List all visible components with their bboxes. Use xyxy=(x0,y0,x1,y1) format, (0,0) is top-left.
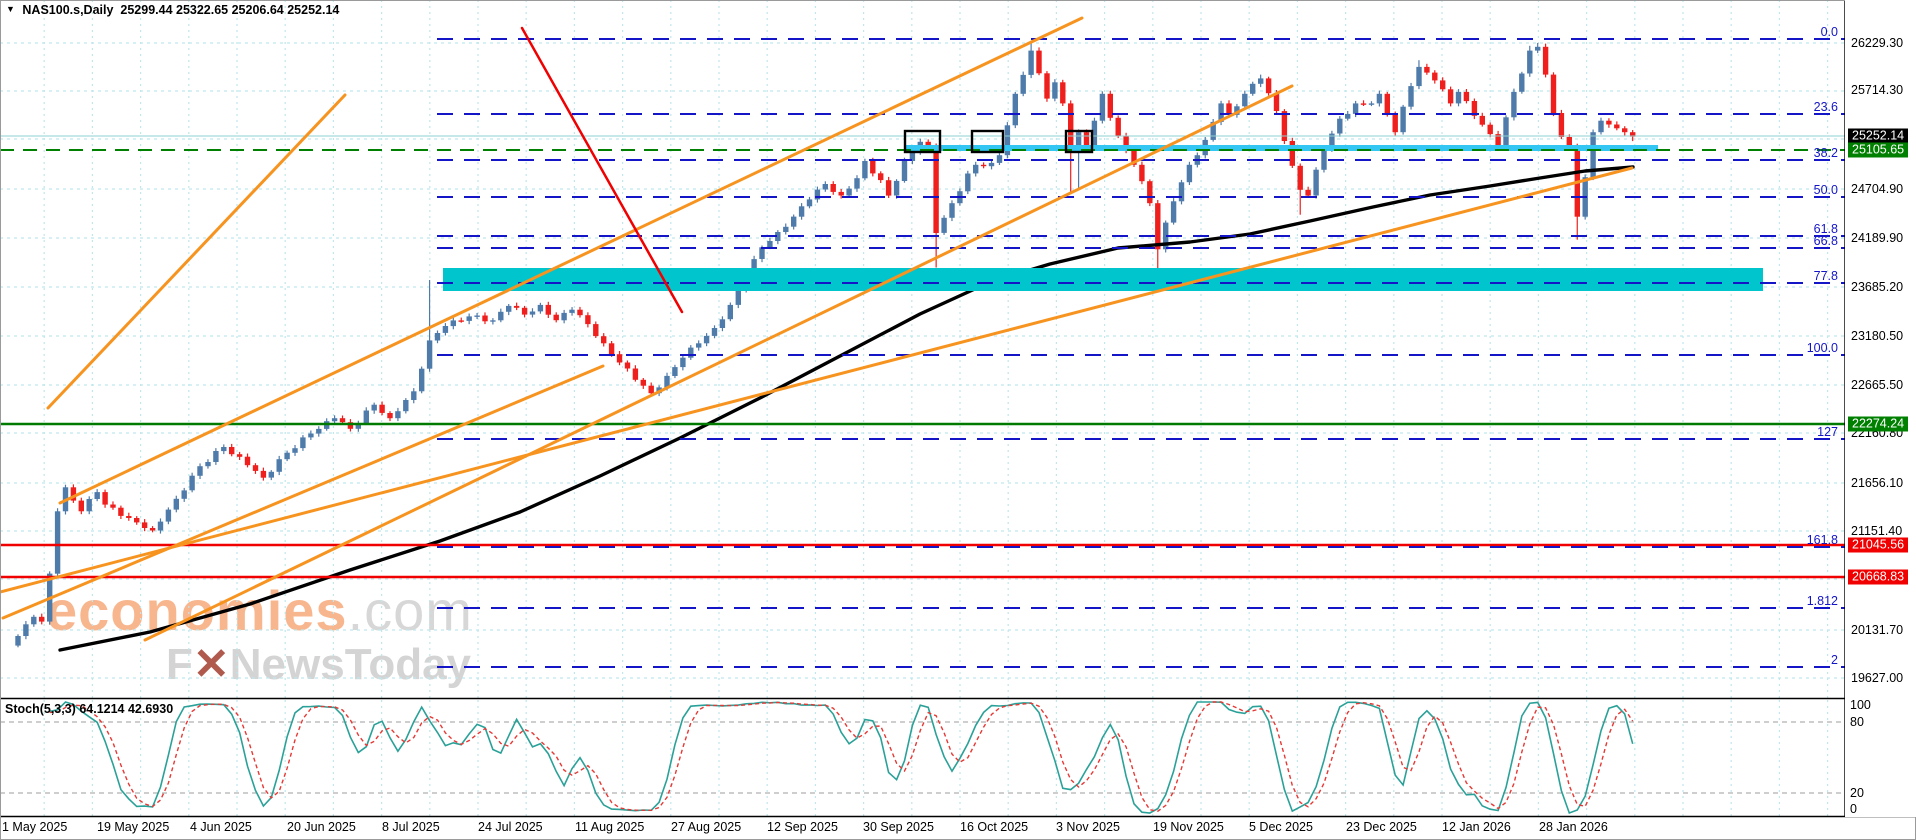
date-label: 23 Dec 2025 xyxy=(1346,820,1417,834)
fib-level-label: 50.0 xyxy=(1813,183,1838,197)
fib-level-label: 38.2 xyxy=(1813,146,1838,160)
date-label: 1 May 2025 xyxy=(2,820,68,834)
date-label: 20 Jun 2025 xyxy=(287,820,356,834)
trendline xyxy=(58,16,1084,505)
candles xyxy=(15,43,1636,648)
trendline xyxy=(0,166,1634,594)
watermark: economies.com F✕NewsToday xyxy=(46,583,473,687)
highlight-box xyxy=(970,129,1005,154)
price-tick-label: 23685.20 xyxy=(1851,280,1904,294)
highlight-box xyxy=(1064,129,1094,154)
price-axis[interactable] xyxy=(1845,0,1916,817)
stoch-signal-line xyxy=(49,701,1634,812)
watermark-x-icon: ✕ xyxy=(192,640,230,689)
date-label: 28 Jan 2026 xyxy=(1539,820,1608,834)
price-tick-label: 26229.30 xyxy=(1851,36,1904,50)
stoch-main-line xyxy=(49,701,1634,815)
fib-level-label: 1.812 xyxy=(1806,594,1838,608)
fib-level-label: 23.6 xyxy=(1813,100,1838,114)
price-object-label: 22274.24 xyxy=(1848,416,1909,432)
price-object-label: 25105.65 xyxy=(1848,142,1909,158)
trendline xyxy=(46,93,347,410)
ohlc-values: 25299.44 25322.65 25206.64 25252.14 xyxy=(120,3,340,17)
fib-level-label: 161.8 xyxy=(1806,533,1838,547)
price-tick-label: 21656.10 xyxy=(1851,476,1904,490)
date-label: 3 Nov 2025 xyxy=(1056,820,1120,834)
price-tick-label: 19627.00 xyxy=(1851,671,1904,685)
date-label: 19 May 2025 xyxy=(97,820,170,834)
stoch-axis-label: 20 xyxy=(1850,786,1864,800)
watermark-brand: economies.com xyxy=(46,579,473,642)
price-tick-label: 24704.90 xyxy=(1851,182,1904,196)
trendline xyxy=(143,84,1294,642)
date-label: 27 Aug 2025 xyxy=(671,820,742,834)
symbol-period-label: NAS100.s,Daily xyxy=(22,3,114,17)
price-tick-label: 21151.40 xyxy=(1851,524,1903,538)
price-tick-label: 24189.90 xyxy=(1851,231,1904,245)
stoch-axis-label: 80 xyxy=(1850,715,1864,729)
support-band xyxy=(905,145,1658,151)
stoch-axis-label: 100 xyxy=(1850,698,1871,712)
stoch-axis-label: 0 xyxy=(1850,802,1857,816)
fib-level-label: 2 xyxy=(1831,653,1838,667)
fib-level-label: 100.0 xyxy=(1806,341,1838,355)
trendline xyxy=(1,364,605,620)
price-tick-label: 20131.70 xyxy=(1851,623,1904,637)
date-label: 19 Nov 2025 xyxy=(1153,820,1224,834)
date-label: 30 Sep 2025 xyxy=(863,820,934,834)
fib-level-label: 66.8 xyxy=(1813,234,1838,248)
date-label: 16 Oct 2025 xyxy=(960,820,1029,834)
price-tick-label: 25714.30 xyxy=(1851,83,1904,97)
highlight-box xyxy=(903,129,942,154)
watermark-line2: F✕NewsToday xyxy=(166,640,472,689)
date-label: 12 Sep 2025 xyxy=(767,820,838,834)
trendline xyxy=(520,26,684,314)
stoch-indicator-label: Stoch(5,3,3) 64.1214 42.6930 xyxy=(5,702,174,716)
price-object-label: 25252.14 xyxy=(1848,128,1909,144)
fib-level-label: 61.8 xyxy=(1813,222,1838,236)
date-label: 24 Jul 2025 xyxy=(478,820,543,834)
chart-title: ▼ NAS100.s,Daily 25299.44 25322.65 25206… xyxy=(6,3,339,17)
symbol-dropdown-icon[interactable]: ▼ xyxy=(6,4,15,14)
date-label: 11 Aug 2025 xyxy=(575,820,645,834)
date-label: 12 Jan 2026 xyxy=(1442,820,1511,834)
price-object-label: 20668.83 xyxy=(1848,569,1909,585)
price-tick-label: 23180.50 xyxy=(1851,329,1904,343)
price-tick-label: 22665.50 xyxy=(1851,378,1904,392)
fib-level-label: 127 xyxy=(1817,425,1838,439)
fib-level-label: 77.8 xyxy=(1813,269,1838,283)
date-label: 8 Jul 2025 xyxy=(382,820,440,834)
date-label: 5 Dec 2025 xyxy=(1249,820,1313,834)
date-label: 4 Jun 2025 xyxy=(190,820,252,834)
price-object-label: 21045.56 xyxy=(1848,537,1909,553)
support-band xyxy=(443,268,1763,291)
fib-level-label: 0.0 xyxy=(1820,25,1838,39)
